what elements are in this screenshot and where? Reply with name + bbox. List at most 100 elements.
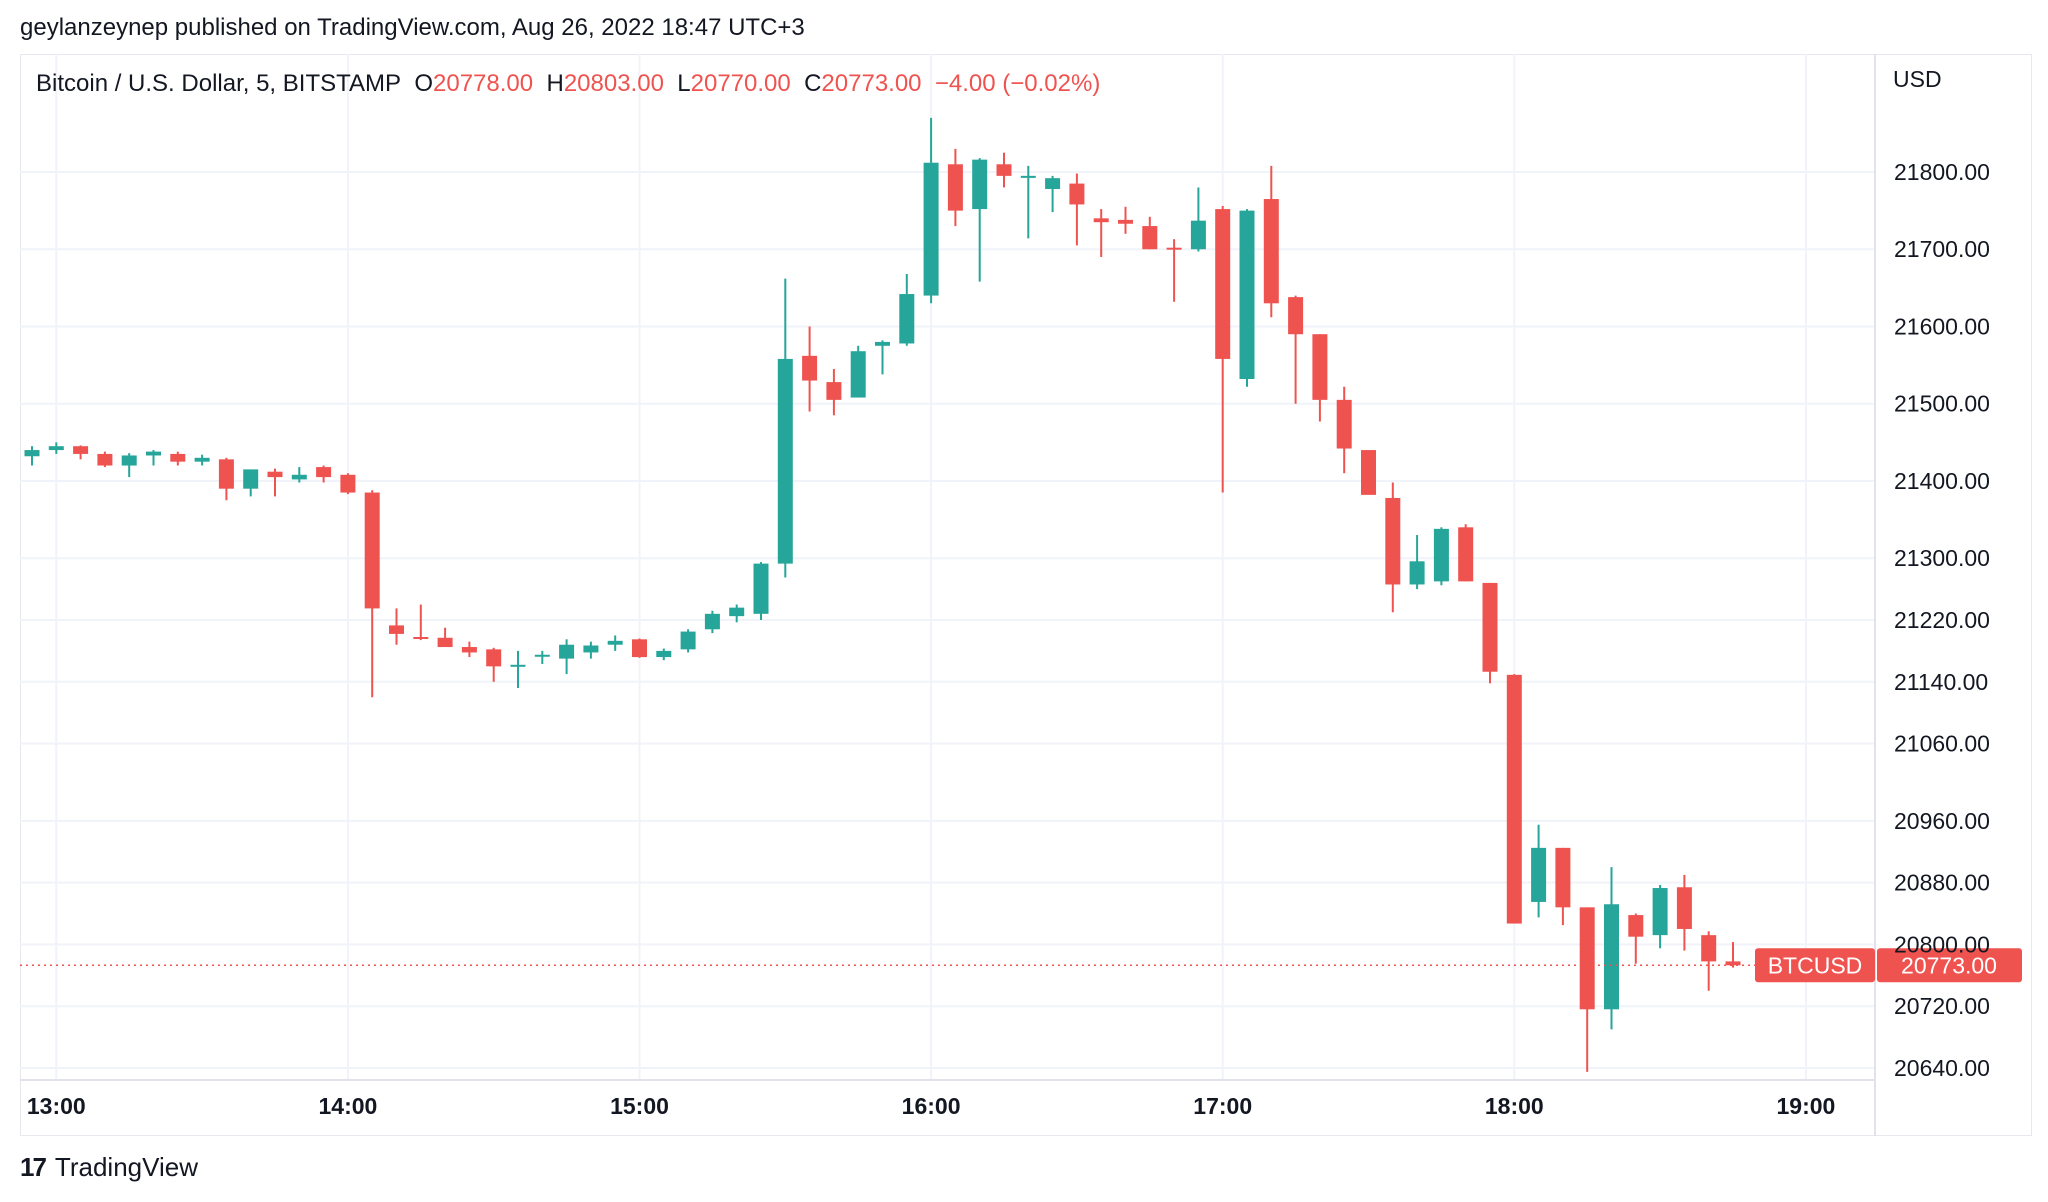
candle-down[interactable] bbox=[1579, 907, 1595, 1010]
candle-down[interactable] bbox=[1288, 297, 1304, 335]
candle-down[interactable] bbox=[1069, 183, 1085, 205]
y-tick-label: 21300.00 bbox=[1894, 545, 1990, 571]
y-tick-label: 20720.00 bbox=[1894, 993, 1990, 1019]
candle-up[interactable] bbox=[146, 451, 161, 456]
candle-down[interactable] bbox=[632, 639, 647, 658]
low-label: L bbox=[677, 70, 691, 97]
candle-down[interactable] bbox=[1142, 226, 1158, 250]
candle-down[interactable] bbox=[413, 636, 429, 639]
candle-up[interactable] bbox=[583, 645, 599, 653]
candle-down[interactable] bbox=[1506, 674, 1522, 924]
y-tick-label: 21220.00 bbox=[1894, 607, 1990, 633]
candle-down[interactable] bbox=[1482, 582, 1498, 672]
candle-down[interactable] bbox=[340, 474, 356, 493]
currency-label[interactable]: USD bbox=[1893, 66, 1942, 92]
candle-up[interactable] bbox=[510, 664, 526, 667]
candle-up[interactable] bbox=[24, 450, 40, 457]
close-value: 20773.00 bbox=[821, 70, 922, 97]
candle-down[interactable] bbox=[1093, 218, 1109, 223]
tradingview-logo[interactable]: 17 TradingView bbox=[20, 1152, 198, 1183]
symbol-tag bbox=[1755, 948, 1875, 983]
candle-down[interactable] bbox=[316, 467, 332, 478]
y-tick-label: 20880.00 bbox=[1894, 870, 1990, 896]
price-axis[interactable]: 21800.00 21700.00 21600.00 21500.00 21400.00… bbox=[1894, 159, 1990, 1081]
candle-down[interactable] bbox=[1701, 935, 1717, 962]
candle-down[interactable] bbox=[1263, 199, 1279, 304]
y-tick-label: 21140.00 bbox=[1894, 669, 1988, 695]
symbol-description: Bitcoin / U.S. Dollar, 5, BITSTAMP bbox=[36, 70, 401, 97]
candle-down[interactable] bbox=[170, 453, 186, 462]
open-value: 20778.00 bbox=[433, 70, 534, 97]
candle-up[interactable] bbox=[1433, 528, 1449, 582]
candle-down[interactable] bbox=[267, 471, 283, 478]
candle-up[interactable] bbox=[1409, 561, 1425, 585]
candle-down[interactable] bbox=[364, 492, 380, 609]
candle-down[interactable] bbox=[1166, 247, 1182, 250]
candle-up[interactable] bbox=[923, 162, 939, 296]
symbol-legend[interactable]: Bitcoin / U.S. Dollar, 5, BITSTAMP O2077… bbox=[36, 70, 1100, 98]
candle-down[interactable] bbox=[97, 453, 113, 466]
y-tick-label: 21800.00 bbox=[1894, 159, 1990, 185]
close-label: C bbox=[804, 70, 822, 97]
candle-down[interactable] bbox=[947, 164, 963, 211]
grid bbox=[20, 54, 1875, 1080]
candle-down[interactable] bbox=[461, 647, 477, 653]
chart-frame bbox=[20, 54, 2032, 1136]
candle-up[interactable] bbox=[656, 650, 672, 658]
candle-up[interactable] bbox=[121, 455, 137, 466]
candle-down[interactable] bbox=[1676, 887, 1692, 929]
low-value: 20770.00 bbox=[690, 70, 791, 97]
candle-up[interactable] bbox=[1604, 904, 1619, 1010]
candle-up[interactable] bbox=[243, 469, 259, 489]
candle-up[interactable] bbox=[1531, 847, 1547, 902]
last-price-marker: BTCUSD 20773.00 bbox=[20, 948, 2022, 983]
candle-down[interactable] bbox=[802, 355, 818, 381]
candle-up[interactable] bbox=[777, 358, 793, 564]
high-label: H bbox=[546, 70, 564, 97]
candle-down[interactable] bbox=[996, 164, 1012, 176]
candle-down[interactable] bbox=[1555, 847, 1571, 908]
candle-up[interactable] bbox=[291, 474, 307, 480]
last-price-tag-label: 20773.00 bbox=[1901, 952, 1997, 978]
candle-down[interactable] bbox=[1628, 915, 1644, 937]
tradingview-logo-icon: 17 bbox=[20, 1152, 47, 1182]
candle-up[interactable] bbox=[534, 654, 550, 657]
candle-up[interactable] bbox=[753, 563, 769, 614]
candle-down[interactable] bbox=[1361, 450, 1376, 495]
change-value: −4.00 (−0.02%) bbox=[934, 70, 1101, 97]
candle-up[interactable] bbox=[607, 640, 623, 645]
candle-down[interactable] bbox=[1725, 961, 1741, 966]
candle-down[interactable] bbox=[1215, 209, 1231, 359]
candle-down[interactable] bbox=[1312, 334, 1328, 400]
candle-up[interactable] bbox=[850, 351, 866, 398]
candle-down[interactable] bbox=[437, 637, 453, 648]
candle-up[interactable] bbox=[1652, 888, 1668, 936]
y-tick-label: 21500.00 bbox=[1894, 391, 1990, 417]
candle-up[interactable] bbox=[875, 341, 890, 346]
candle-down[interactable] bbox=[486, 649, 502, 667]
candle-up[interactable] bbox=[559, 644, 575, 659]
candle-down[interactable] bbox=[1336, 399, 1352, 449]
candle-up[interactable] bbox=[1045, 178, 1061, 189]
candle-up[interactable] bbox=[972, 159, 988, 210]
candle-down[interactable] bbox=[826, 382, 842, 400]
candle-down[interactable] bbox=[218, 459, 234, 489]
time-axis[interactable]: 13:00 14:00 15:00 16:00 17:00 18:00 19:00 bbox=[27, 1093, 1835, 1119]
candle-up[interactable] bbox=[1239, 210, 1255, 380]
candle-up[interactable] bbox=[1020, 175, 1036, 178]
candle-up[interactable] bbox=[680, 631, 696, 650]
candle-down[interactable] bbox=[73, 446, 89, 454]
x-tick-label: 18:00 bbox=[1485, 1093, 1544, 1119]
candle-up[interactable] bbox=[899, 294, 915, 344]
candle-down[interactable] bbox=[389, 625, 404, 634]
candle-up[interactable] bbox=[704, 613, 720, 630]
candle-down[interactable] bbox=[1118, 219, 1133, 224]
candle-down[interactable] bbox=[1385, 497, 1401, 585]
candle-up[interactable] bbox=[194, 457, 210, 462]
candle-up[interactable] bbox=[48, 446, 64, 451]
candle-down[interactable] bbox=[1458, 527, 1474, 582]
candle-up[interactable] bbox=[729, 607, 745, 617]
candle-up[interactable] bbox=[1190, 220, 1206, 250]
x-tick-label: 16:00 bbox=[902, 1093, 961, 1119]
